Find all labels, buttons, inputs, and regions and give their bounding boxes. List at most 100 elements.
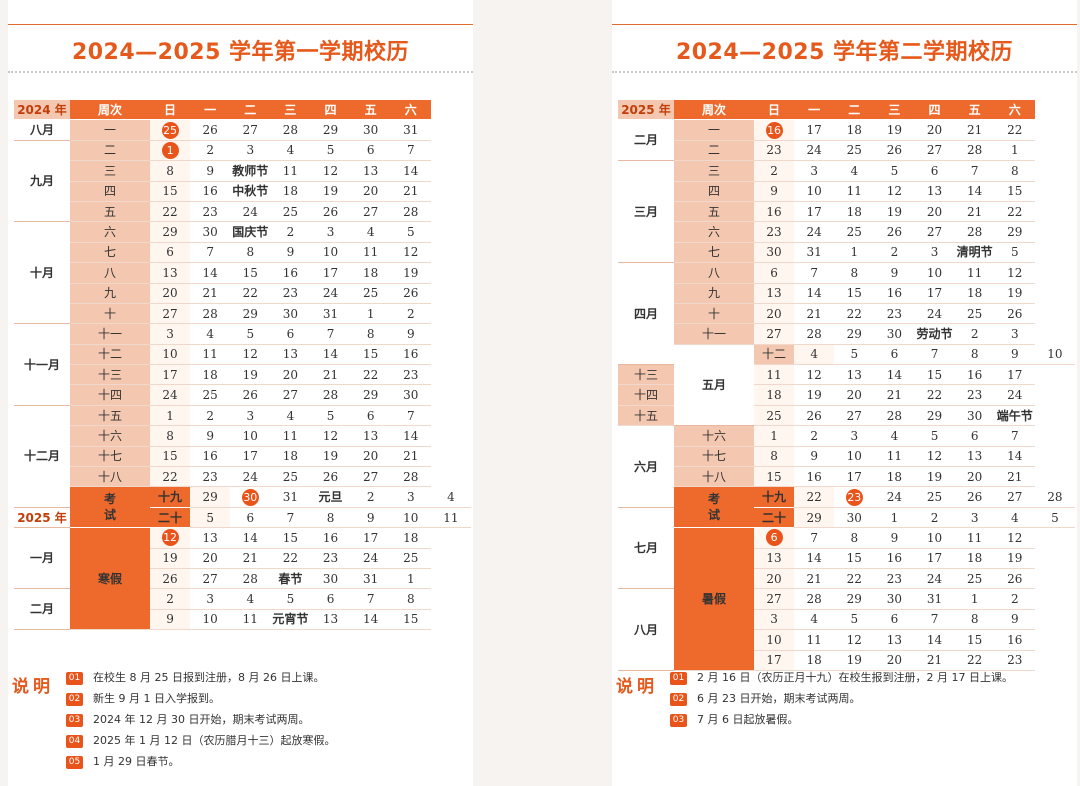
top-rule — [8, 24, 473, 25]
day-cell: 21 — [390, 446, 431, 468]
week-row: 十八 15 16 17 18 19 20 21 — [618, 466, 1075, 488]
note-number-badge: 01 — [66, 671, 83, 685]
holiday-cell: 国庆节 — [230, 221, 271, 243]
day-cell: 17 — [310, 262, 351, 284]
note-number-badge: 03 — [670, 713, 687, 727]
day-cell: 25 — [350, 283, 391, 304]
holiday-cell: 清明节 — [954, 242, 995, 264]
day-cell: 30 — [350, 119, 391, 141]
day-cell: 10 — [914, 527, 955, 549]
highlighted-date: 30 — [241, 488, 259, 506]
calendar-body: 二月一 16 17 18 19 20 21 22 二 23 24 25 26 27 28 1 三月三 2 3 4 5 6 7… — [618, 119, 1075, 671]
day-cell: 15 — [834, 283, 875, 304]
day-cell: 3 — [230, 405, 271, 427]
day-cell: 26 — [954, 486, 995, 508]
day-cell: 25 — [834, 140, 875, 162]
day-cell: 23 — [190, 201, 231, 223]
day-cell: 16 — [190, 181, 231, 202]
day-cell: 24 — [914, 568, 955, 590]
day-cell: 21 — [954, 119, 995, 141]
day-cell: 30 — [754, 242, 795, 264]
day-cell: 29 — [190, 486, 231, 508]
day-cell: 20 — [954, 466, 995, 488]
day-cell: 12 — [994, 527, 1035, 549]
day-cell: 7 — [190, 242, 231, 264]
day-cell: 30 — [390, 384, 431, 406]
day-cell: 7 — [794, 262, 835, 284]
week-number: 七 — [70, 242, 150, 264]
note-text: 7 月 6 日起放暑假。 — [697, 713, 799, 726]
week-number: 十八 — [674, 466, 754, 488]
day-cell: 2 — [954, 323, 995, 345]
day-cell: 19 — [310, 181, 351, 202]
notes-label: 说明 — [12, 677, 54, 697]
day-cell: 16 — [874, 283, 915, 304]
day-cell: 30 — [230, 486, 271, 508]
day-cell: 13 — [310, 609, 351, 631]
day-cell: 22 — [994, 119, 1035, 141]
day-cell: 2 — [190, 140, 231, 162]
day-header-fri: 五 — [350, 100, 391, 121]
day-cell: 5 — [834, 344, 875, 366]
day-cell: 5 — [310, 140, 351, 162]
highlighted-date: 25 — [161, 121, 179, 139]
day-cell: 11 — [350, 242, 391, 264]
day-cell: 6 — [914, 160, 955, 182]
week-row: 八月一 25 26 27 28 29 30 31 — [14, 119, 471, 141]
day-cell: 28 — [874, 405, 915, 427]
day-cell: 15 — [150, 446, 191, 468]
day-cell: 27 — [150, 303, 191, 325]
day-cell: 3 — [390, 486, 431, 508]
note-item: 02 新生 9 月 1 日入学报到。 — [66, 689, 220, 709]
day-cell: 28 — [270, 119, 311, 141]
day-cell: 12 — [874, 181, 915, 202]
day-cell: 27 — [994, 486, 1035, 508]
week-number: 九 — [70, 283, 150, 304]
day-cell: 17 — [914, 548, 955, 569]
day-cell: 24 — [914, 303, 955, 325]
day-cell: 17 — [230, 446, 271, 468]
day-header-mon: 一 — [190, 100, 231, 121]
day-header-wed: 三 — [874, 100, 915, 121]
week-row: 20 21 22 23 24 25 26 — [618, 568, 1075, 590]
week-row: 十二 10 11 12 13 14 15 16 — [14, 344, 471, 366]
day-cell: 30 — [834, 507, 875, 529]
day-cell: 20 — [834, 384, 875, 406]
week-row: 十六 8 9 10 11 12 13 14 — [14, 425, 471, 447]
note-item: 04 2025 年 1 月 12 日（农历腊月十三）起放寒假。 — [66, 731, 335, 751]
week-row: 八月 27 28 29 30 31 1 2 — [618, 588, 1075, 671]
day-cell: 8 — [754, 446, 795, 468]
day-cell: 8 — [834, 527, 875, 549]
note-number-badge: 04 — [66, 734, 83, 748]
day-cell: 7 — [954, 160, 995, 182]
day-cell: 10 — [390, 507, 431, 529]
day-cell: 14 — [914, 629, 955, 651]
day-cell: 5 — [230, 323, 271, 345]
day-cell: 4 — [794, 609, 835, 631]
week-row: 七月 二十 29 30 1 2 3 4 5 — [618, 507, 1075, 590]
day-cell: 10 — [190, 609, 231, 631]
day-cell: 19 — [834, 650, 875, 671]
week-row: 17 18 19 20 21 22 23 — [618, 650, 1075, 671]
day-cell: 9 — [994, 609, 1035, 631]
day-cell: 6 — [350, 140, 391, 162]
day-cell: 29 — [834, 323, 875, 345]
day-cell: 31 — [914, 588, 955, 610]
day-cell: 8 — [150, 160, 191, 182]
holiday-cell: 端午节 — [994, 405, 1035, 427]
day-cell: 13 — [350, 160, 391, 182]
week-number: 二十 — [754, 507, 795, 529]
day-cell: 30 — [190, 221, 231, 243]
day-cell: 17 — [794, 119, 835, 141]
month-label: 十月 — [14, 221, 70, 325]
day-cell: 1 — [390, 568, 431, 590]
day-cell: 3 — [230, 140, 271, 162]
day-cell: 20 — [270, 364, 311, 386]
day-cell: 29 — [834, 588, 875, 610]
note-number-badge: 01 — [670, 671, 687, 685]
month-label: 二月 — [14, 588, 70, 631]
week-row: 考试 十九 22 23 24 25 26 27 28 — [618, 486, 1075, 529]
day-cell: 22 — [350, 364, 391, 386]
day-cell: 1 — [150, 140, 191, 162]
top-rule — [612, 24, 1077, 25]
